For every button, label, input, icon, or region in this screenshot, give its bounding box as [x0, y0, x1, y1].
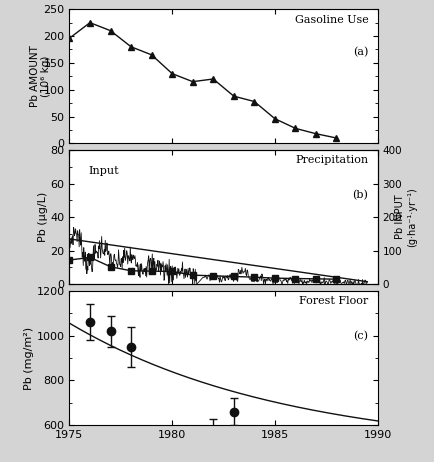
Y-axis label: Pb INPUT
(g·ha⁻¹·yr⁻¹): Pb INPUT (g·ha⁻¹·yr⁻¹): [395, 187, 417, 247]
Text: (a): (a): [353, 47, 368, 57]
Text: Input: Input: [88, 166, 118, 176]
Text: (c): (c): [353, 331, 368, 341]
Y-axis label: Pb (mg/m²): Pb (mg/m²): [24, 327, 34, 389]
Y-axis label: Pb AMOUNT
(10⁶ kg): Pb AMOUNT (10⁶ kg): [30, 45, 52, 107]
Text: Forest Floor: Forest Floor: [299, 296, 368, 306]
Text: Precipitation: Precipitation: [295, 155, 368, 165]
Y-axis label: Pb (µg/L): Pb (µg/L): [38, 192, 48, 242]
Text: Gasoline Use: Gasoline Use: [295, 15, 368, 24]
Text: (b): (b): [352, 190, 368, 201]
